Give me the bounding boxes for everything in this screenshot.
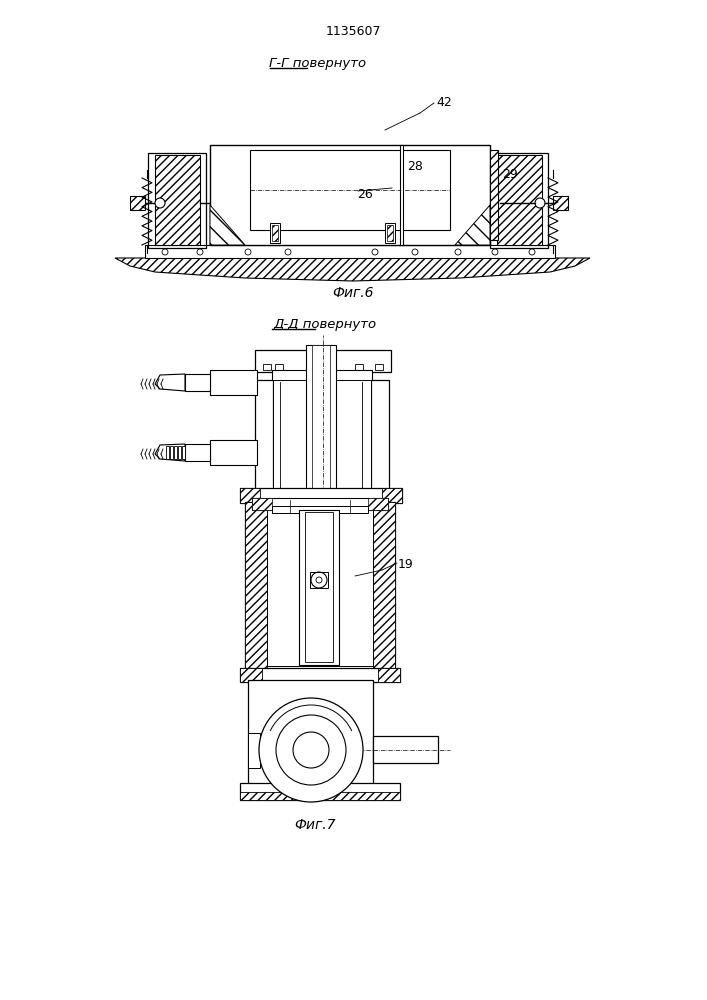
Bar: [210, 145, 490, 245]
Bar: [185, 444, 210, 461]
Bar: [263, 364, 271, 370]
Bar: [240, 668, 262, 682]
Circle shape: [372, 249, 378, 255]
Bar: [497, 155, 542, 245]
Polygon shape: [155, 444, 185, 461]
Bar: [210, 440, 257, 465]
Circle shape: [455, 249, 461, 255]
Bar: [275, 364, 283, 370]
Bar: [166, 376, 169, 389]
Circle shape: [311, 572, 327, 588]
Bar: [272, 225, 278, 241]
Bar: [375, 364, 383, 370]
Polygon shape: [455, 205, 490, 245]
Bar: [387, 225, 393, 241]
Bar: [240, 488, 260, 503]
Bar: [255, 350, 391, 372]
Bar: [170, 446, 173, 459]
Bar: [299, 510, 339, 665]
Bar: [178, 376, 181, 389]
Bar: [553, 196, 568, 210]
Bar: [148, 153, 206, 248]
Bar: [371, 380, 389, 490]
Polygon shape: [115, 258, 590, 281]
Text: 26: 26: [357, 188, 373, 200]
Text: Фиг.6: Фиг.6: [332, 286, 374, 300]
Bar: [240, 792, 400, 800]
Bar: [373, 502, 395, 670]
Text: 1135607: 1135607: [325, 25, 381, 38]
Circle shape: [412, 249, 418, 255]
Circle shape: [316, 577, 322, 583]
Bar: [267, 502, 373, 666]
Bar: [182, 446, 185, 459]
Text: 42: 42: [436, 97, 452, 109]
Polygon shape: [210, 205, 245, 245]
Bar: [155, 155, 200, 245]
Bar: [145, 245, 555, 258]
Circle shape: [197, 249, 203, 255]
Text: 28: 28: [407, 159, 423, 172]
Bar: [273, 380, 371, 490]
Bar: [210, 370, 257, 395]
Bar: [272, 370, 372, 382]
Bar: [382, 488, 402, 503]
Bar: [270, 223, 280, 243]
Bar: [240, 488, 402, 503]
Bar: [130, 196, 145, 210]
Bar: [245, 502, 267, 670]
Circle shape: [293, 732, 329, 768]
Bar: [312, 345, 330, 538]
Bar: [250, 150, 450, 230]
Bar: [248, 680, 373, 785]
Bar: [170, 376, 173, 389]
Bar: [182, 376, 185, 389]
Circle shape: [162, 249, 168, 255]
Bar: [310, 572, 328, 588]
Bar: [305, 512, 333, 662]
Circle shape: [245, 249, 251, 255]
Bar: [166, 446, 169, 459]
Bar: [240, 783, 400, 800]
Circle shape: [535, 198, 545, 208]
Bar: [490, 153, 548, 248]
Circle shape: [529, 249, 535, 255]
Bar: [240, 668, 400, 682]
Circle shape: [259, 698, 363, 802]
Bar: [272, 506, 368, 513]
Bar: [174, 446, 177, 459]
Text: 29: 29: [502, 167, 518, 180]
Circle shape: [155, 198, 165, 208]
Bar: [355, 364, 363, 370]
Bar: [385, 223, 395, 243]
Bar: [373, 736, 438, 763]
Text: Г-Г повернуто: Г-Г повернуто: [269, 57, 366, 70]
Bar: [378, 668, 400, 682]
Bar: [185, 374, 210, 391]
Text: 19: 19: [398, 558, 414, 572]
Polygon shape: [155, 374, 185, 391]
Bar: [255, 380, 273, 490]
Bar: [174, 376, 177, 389]
Bar: [252, 498, 388, 510]
Bar: [252, 498, 272, 510]
Bar: [490, 150, 498, 240]
Text: Д-Д повернуто: Д-Д повернуто: [274, 318, 377, 331]
Circle shape: [492, 249, 498, 255]
Bar: [178, 446, 181, 459]
Bar: [248, 733, 260, 768]
Circle shape: [285, 249, 291, 255]
Bar: [245, 502, 395, 670]
Bar: [306, 345, 336, 540]
Text: Фиг.7: Фиг.7: [294, 818, 336, 832]
Bar: [400, 145, 403, 245]
Circle shape: [276, 715, 346, 785]
Bar: [368, 498, 388, 510]
